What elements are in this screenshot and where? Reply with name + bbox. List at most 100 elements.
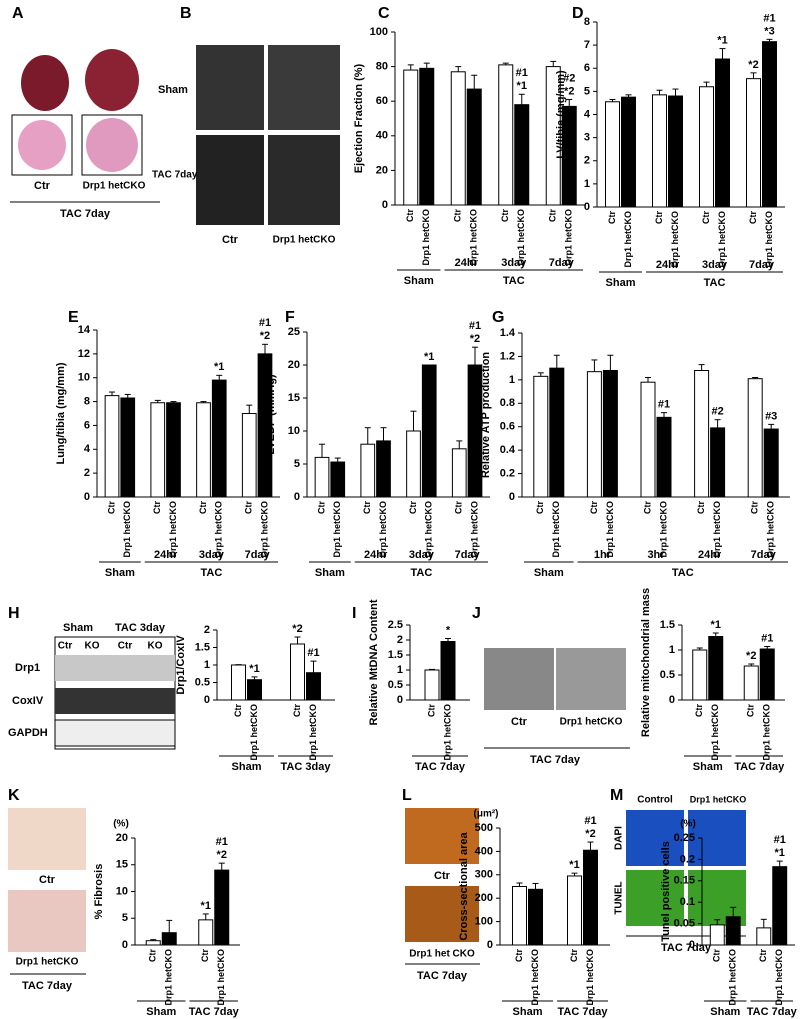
bar-label: Ctr [548,209,558,222]
y-axis-unit: (%) [680,819,696,830]
panel-letter: F [285,309,295,326]
bar-label: Drp1 hetCKO [762,704,772,761]
bar [450,71,466,206]
bar-label: Ctr [701,211,711,224]
bar [759,648,775,701]
y-tick-label: 100 [475,916,493,928]
bar [290,643,305,701]
bar-label: Ctr [535,501,545,514]
bar [694,369,710,498]
y-tick-label: 1 [669,644,675,656]
bar-label: Ctr [198,501,208,514]
bar-label: Drp1 hetCKO [442,704,452,761]
panel-letter: B [180,5,192,22]
y-tick-label: 10 [288,425,300,437]
y-tick-label: 20 [116,832,128,844]
bar [424,669,440,701]
bar-label: Drp1 hetCKO [710,704,720,761]
significance-label: *1 [517,80,527,92]
significance-label: #1 [216,836,228,848]
dapi-image [626,810,684,866]
bar-label: Drp1 hetCKO [774,949,784,1006]
bar [161,932,177,946]
group-label: TAC 7day [558,1006,609,1018]
bar [403,69,419,206]
group-label: TAC [200,567,222,579]
bar [231,664,246,701]
bar-label: Drp1 hetCKO [424,501,434,558]
image-label: Drp1 hetCKO [560,717,623,728]
y-tick-label: 0 [584,201,590,213]
bar-label: Drp1 hetCKO [214,501,224,558]
y-tick-label: 0 [509,491,515,503]
group-label: Sham [404,275,434,287]
panel-letter: A [12,5,24,22]
y-tick-label: 20 [288,359,300,371]
y-tick-label: 0.4 [500,444,516,456]
y-tick-label: 400 [475,845,493,857]
significance-label: #1 [516,67,528,79]
bar [586,371,602,498]
group-label: TAC 7day [22,980,73,992]
category-label: 7day [455,549,481,561]
echo-image [196,45,264,130]
y-tick-label: 2 [84,467,90,479]
group-label: TAC 7day [530,754,581,766]
bar [708,636,724,701]
y-tick-label: 2.5 [388,619,403,631]
group-label: TAC 7day [60,208,111,220]
bar-label: Ctr [589,501,599,514]
group-label: Sham [513,1006,543,1018]
bar-label: Ctr [500,209,510,222]
row-label: DAPI [614,826,625,850]
bar-label: Ctr [316,501,326,514]
row-label: CoxIV [12,695,44,707]
em-image [556,648,626,710]
y-tick-label: 25 [288,326,300,338]
bar-label: Ctr [148,949,158,962]
significance-label: #1 [761,632,773,644]
bar [360,443,376,498]
y-tick-label: 0.2 [680,853,695,865]
echo-image [268,45,340,130]
significance-label: *1 [569,859,579,871]
y-axis-label: % Fibrosis [93,864,105,920]
image-label: Ctr [434,870,451,882]
bar [376,440,391,498]
category-label: 24hr [698,549,722,561]
lane-label: Ctr [58,641,73,652]
category-label: 3day [501,257,527,269]
category-label: 3hr [647,549,665,561]
bar [440,641,456,701]
bar [214,869,230,946]
y-tick-label: 0.1 [680,896,695,908]
bar-label: Drp1 hetCKO [551,501,561,558]
bar-label: Ctr [292,704,302,717]
bar [166,402,181,498]
y-tick-label: 14 [78,324,91,336]
bar [466,88,482,206]
bar-label: Ctr [514,949,524,962]
bar [514,104,530,206]
y-axis-unit: (μm²) [474,809,499,820]
bar [756,927,772,946]
y-axis-label: Drp1/CoxIV [175,635,187,695]
significance-label: *1 [424,351,434,363]
bar-label: Drp1 hetCKO [564,209,574,266]
significance-label: *2 [217,849,227,861]
y-tick-label: 0.15 [674,875,695,887]
bar-label: Ctr [696,501,706,514]
bar-label: Drp1 hetCKO [766,501,776,558]
y-axis-label: Cross-sectional area [458,832,470,941]
significance-label: * [446,624,451,636]
bar-label: Drp1 hetCKO [216,949,226,1006]
significance-label: *1 [214,361,224,373]
bar-label: Drp1 hetCKO [658,501,668,558]
y-tick-label: 1.4 [500,327,516,339]
y-tick-label: 1 [584,178,590,190]
group-label: TAC 7day [747,1006,798,1018]
significance-label: *1 [775,847,785,859]
row-label: TAC 7day [152,170,198,181]
y-tick-label: 10 [116,885,128,897]
